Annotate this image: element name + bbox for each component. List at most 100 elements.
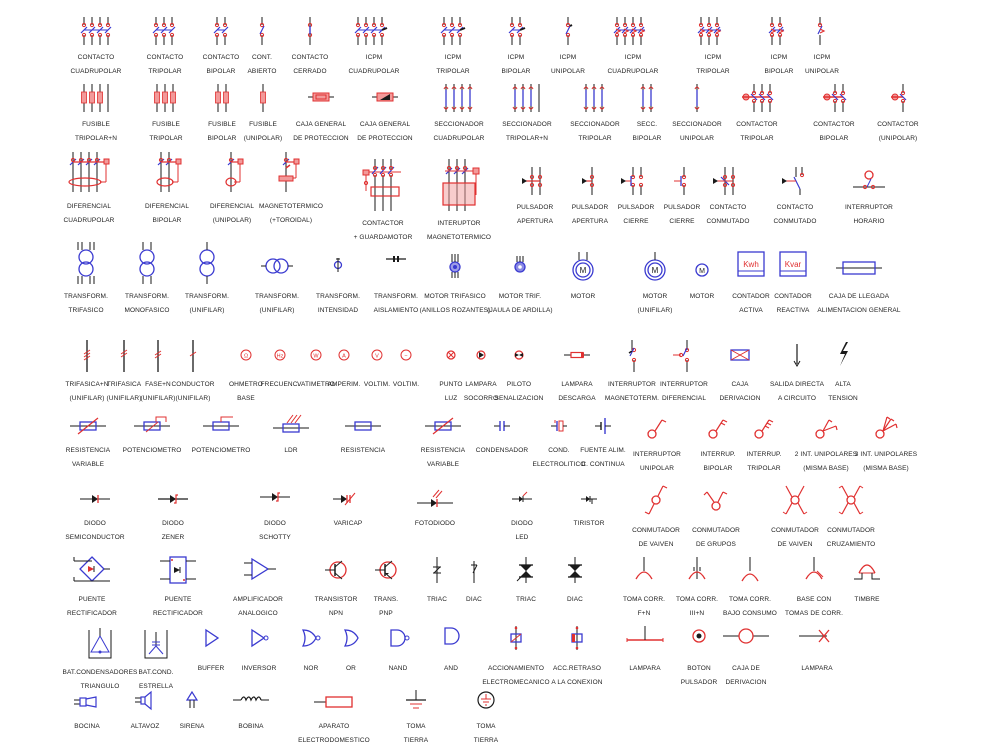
symbol-transform-intensidad: TRANSFORM. INTENSIDAD xyxy=(293,240,383,314)
symbol-label-line2: (UNIFILAR) xyxy=(259,307,295,314)
int-dif-uni-icon xyxy=(639,338,729,374)
symbol-label-line1: POTENCIOMETRO xyxy=(122,447,182,454)
symbol-caja-general-proteccion-2: CAJA GENERAL DE PROTECCION xyxy=(340,82,430,142)
int-3uni-icon xyxy=(841,412,931,444)
symbol-contador-activa: Kwh CONTADOR ACTIVA xyxy=(706,240,796,314)
symbol-label-line1: 2 INT. UNIPOLARES xyxy=(794,451,858,458)
sec-3n-icon xyxy=(482,82,572,114)
symbol-label-line1: CAJA GENERAL xyxy=(295,121,347,128)
symbol-label-line1: RESISTENCIA xyxy=(420,447,466,454)
svg-text:Kwh: Kwh xyxy=(743,260,759,269)
cond-el-icon xyxy=(514,412,604,440)
symbol-label-line1: LAMPARA xyxy=(465,381,497,388)
symbol-pulsador-apertura-2: PULSADOR APERTURA xyxy=(490,165,580,225)
symbol-label-line1: LAMPARA xyxy=(561,381,593,388)
toma-bajo-icon xyxy=(705,553,795,589)
symbol-label-line1: VATIMETRO xyxy=(297,381,335,388)
svg-text:M: M xyxy=(652,266,659,275)
symbol-altavoz: ALTAVOZ xyxy=(100,688,190,730)
symbol-label-line2: DERIVACION xyxy=(725,679,767,686)
symbol-label-line1: DIFERENCIAL xyxy=(209,203,255,210)
symbol-label-line2: TRIPOLAR xyxy=(696,68,730,75)
symbol-label-line1: CONTACTO xyxy=(77,54,115,61)
symbol-label-line1: TOMA CORR. xyxy=(728,596,772,603)
symbol-label-line2: RECTIFICADOR xyxy=(153,610,203,617)
symbol-label-line2: LUZ xyxy=(444,395,458,402)
symbol-label-line1: INTERRUP. xyxy=(700,451,736,458)
symbol-label-line2: BIPOLAR xyxy=(152,217,182,224)
triac-s-icon xyxy=(392,553,482,589)
caja-der-2-icon xyxy=(701,622,791,658)
pot-1-icon xyxy=(107,412,197,440)
symbol-label-line1: DIFERENCIAL xyxy=(66,203,112,210)
symbol-label-line1: VOLTIM. xyxy=(363,381,391,388)
conm-1-icon xyxy=(683,165,773,197)
symbol-fusible-bipolar: FUSIBLE BIPOLAR xyxy=(177,82,267,142)
symbol-label-line2: UNIPOLAR xyxy=(679,135,715,142)
symbol-label-line2: ANALOGICO xyxy=(238,610,278,617)
symbol-contactor-tripolar: CONTACTOR TRIPOLAR xyxy=(712,82,802,142)
symbol-label-line1: MOTOR TRIFASICO xyxy=(424,293,486,300)
symbol-diac-2: DIAC xyxy=(530,553,620,603)
symbol-pulsador-cierre-2: PULSADOR CIERRE xyxy=(591,165,681,225)
symbol-label-line1: LDR xyxy=(284,447,298,454)
puls-ap-1-icon xyxy=(545,165,635,197)
symbol-caja-general-proteccion-1: CAJA GENERAL DE PROTECCION xyxy=(276,82,366,142)
symbol-label-line1: APARATO xyxy=(318,723,350,730)
symbol-inversor: INVERSOR xyxy=(214,622,304,672)
symbol-label-line1: BOBINA xyxy=(238,723,264,730)
symbol-label-line1: TRANSISTOR xyxy=(314,596,358,603)
symbol-caja-llegada: CAJA DE LLEGADA ALIMENTACION GENERAL xyxy=(814,240,904,314)
symbol-contactor-bipolar: CONTACTOR BIPOLAR xyxy=(789,82,879,142)
symbol-conmutador-grupos: CONMUTADOR DE GRUPOS xyxy=(671,480,761,548)
symbol-motor-trif-jaula: MOTOR TRIF. (JAULA DE ARDILLA) xyxy=(475,240,565,314)
symbol-label-line1: ICPM xyxy=(365,54,383,61)
ldr-icon xyxy=(246,412,336,440)
buffer-icon xyxy=(166,622,256,658)
symbol-label-line1: CAJA DE LLEGADA xyxy=(828,293,890,300)
icpm-2-icon xyxy=(471,15,561,47)
symbol-label-line1: SECC. xyxy=(636,121,658,128)
symbol-triac-2: TRIAC xyxy=(481,553,571,603)
contact-multi-2-icon xyxy=(176,15,266,47)
symbol-caja-derivacion-1: CAJA DERIVACION xyxy=(695,338,785,402)
symbol-label-line2: REACTIVA xyxy=(776,307,810,314)
symbol-icpm-tripolar-1: ICPM TRIPOLAR xyxy=(408,15,498,75)
symbol-label-line1: PILOTO xyxy=(506,381,532,388)
int-2uni-icon xyxy=(781,412,871,444)
svg-text:M: M xyxy=(699,268,705,275)
symbol-varicap: VARICAP xyxy=(303,485,393,527)
symbol-label-line1: MOTOR xyxy=(689,293,715,300)
symbol-transform-unifilar-v: TRANSFORM. (UNIFILAR) xyxy=(162,240,252,314)
sec-2-icon xyxy=(602,82,692,114)
symbol-cond-electrolitico: COND. ELECTROLITICO xyxy=(514,412,604,468)
symbol-label-line1: TRIFASICA xyxy=(106,381,142,388)
tiristor-icon xyxy=(544,485,634,513)
svg-text:Hz: Hz xyxy=(277,354,284,360)
symbol-label-line2: HORARIO xyxy=(853,218,885,225)
symbol-label-line2: DERIVACION xyxy=(719,395,761,402)
symbol-seccionador-tripolar: SECCIONADOR TRIPOLAR xyxy=(550,82,640,142)
symbol-label-line2: INTENSIDAD xyxy=(317,307,359,314)
symbol-label-line1: NOR xyxy=(303,665,319,672)
symbol-contacto-cerrado: CONTACTO CERRADO xyxy=(265,15,355,75)
symbol-diferencial-bipolar: DIFERENCIAL BIPOLAR xyxy=(122,150,212,224)
symbol-icpm-bipolar-1: ICPM BIPOLAR xyxy=(471,15,561,75)
icpm-4-icon xyxy=(329,15,419,47)
varicap-icon xyxy=(303,485,393,513)
symbol-label-line1: FUSIBLE xyxy=(208,121,236,128)
icpm-1-icon xyxy=(523,15,613,47)
symbol-label-line1: MOTOR xyxy=(570,293,596,300)
symbol-label-line1: CONDUCTOR xyxy=(171,381,215,388)
symbol-buffer: BUFFER xyxy=(166,622,256,672)
trafo-a-icon xyxy=(351,240,441,286)
sec-4-icon xyxy=(414,82,504,114)
symbol-label-line1: TIRISTOR xyxy=(573,520,605,527)
symbol-label-line2: PNP xyxy=(379,610,393,617)
symbol-acc-retraso: ACC.RETRASO A LA CONEXION xyxy=(532,622,622,686)
symbol-label-line1: ICPM xyxy=(813,54,831,61)
symbol-label-line1: INTERRUPTOR xyxy=(633,451,681,458)
led-icon xyxy=(477,485,567,513)
symbol-label-line1: CONTACTOR xyxy=(877,121,919,128)
conm-grupos-icon xyxy=(671,480,761,520)
